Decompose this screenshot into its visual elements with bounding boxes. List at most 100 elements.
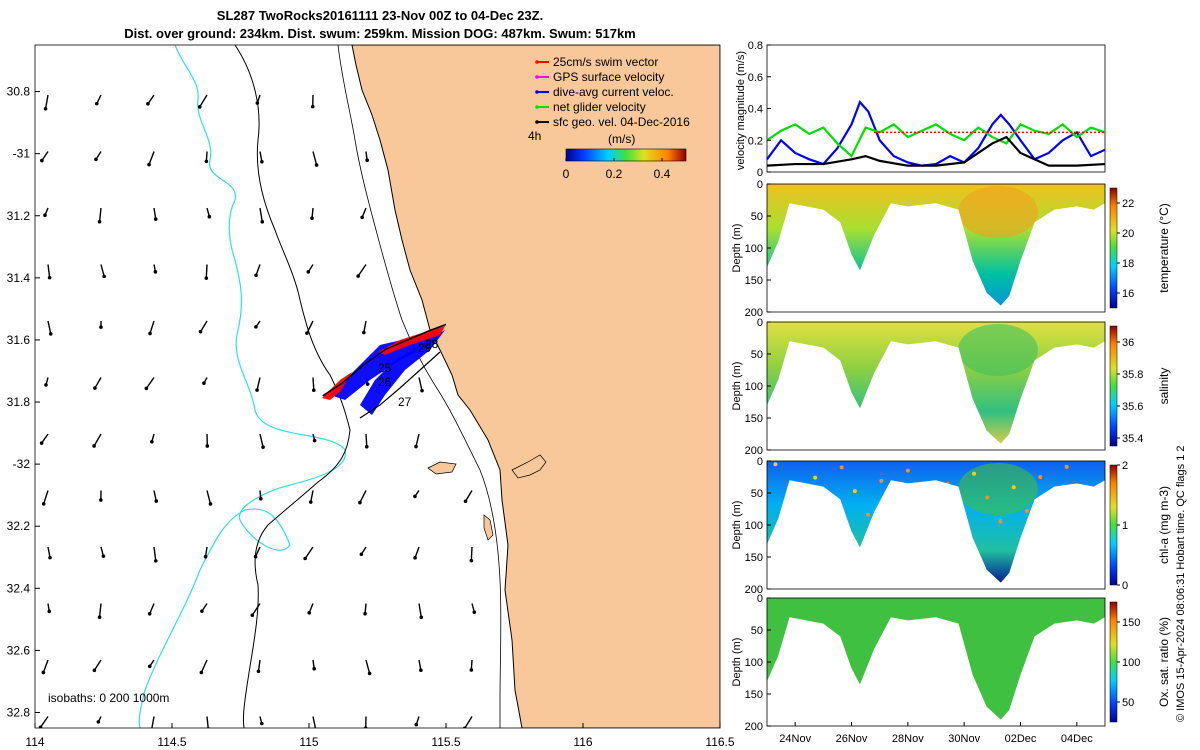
track-vector-cluster	[330, 330, 440, 400]
geo-arrow	[149, 320, 155, 334]
track-vector-cluster	[360, 330, 445, 415]
depth-tick-label: 0	[757, 456, 763, 468]
geo-arrow-head	[469, 558, 474, 563]
geo-arrow-head	[48, 332, 53, 336]
geo-arrow-head	[312, 666, 316, 671]
track-day-label: 25	[378, 361, 392, 375]
colorbar-label: Ox. sat. ratio (%)	[1157, 617, 1171, 707]
colorbar-tick-label: 0.2	[606, 167, 623, 181]
geo-arrow-head	[96, 720, 101, 724]
colorbar-tick-label: 22	[1122, 198, 1134, 210]
geo-arrow	[41, 151, 49, 161]
geo-arrow-head	[199, 670, 204, 675]
map-x-tick-label: 116	[573, 735, 592, 749]
geo-arrow-head	[419, 615, 424, 620]
section-feature	[957, 324, 1038, 376]
geo-arrow-head	[250, 613, 255, 617]
geo-arrow	[251, 603, 261, 616]
geo-arrow-head	[305, 331, 309, 335]
geo-arrow	[312, 377, 315, 391]
map-y-ticks: 30.8 -31 31.2 31.4 31.6 31.8 -32 32.2 32.4 32.6 32…	[7, 85, 40, 719]
geo-arrow	[39, 716, 49, 728]
geo-arrow-head	[43, 213, 47, 218]
section-colorbar	[1109, 187, 1118, 309]
geo-arrow	[93, 659, 102, 671]
speed-colorbar-ticks: 0 0.2 0.4	[563, 158, 671, 181]
depth-tick-label: 50	[751, 211, 763, 223]
colorbar-tick-label: 50	[1122, 697, 1134, 709]
depth-tick-label: 150	[745, 413, 763, 425]
geo-arrow	[363, 320, 367, 333]
geo-arrow-head	[310, 104, 315, 109]
chla-hotspot	[879, 478, 884, 483]
geo-arrow-head	[43, 106, 48, 111]
legend-label: 25cm/s swim vector	[553, 55, 658, 69]
legend-swatch-dot	[535, 90, 539, 94]
depth-tick-label: 0	[757, 179, 763, 191]
plot-title-line2: Dist. over ground: 234km. Dist. swum: 25…	[124, 26, 636, 41]
velocity-series-line	[766, 122, 1106, 158]
colorbar-tick-label: 35.6	[1122, 401, 1143, 413]
colorbar-tick-label: 0	[563, 167, 570, 181]
geo-arrow	[255, 264, 261, 276]
depth-tick-label: 100	[745, 381, 763, 393]
geo-arrow-head	[256, 669, 261, 674]
geo-arrow	[199, 94, 208, 108]
depth-tick-label: 100	[745, 243, 763, 255]
island-peninsula	[511, 454, 547, 479]
geo-arrow-head	[150, 439, 154, 444]
depth-axis-label: Depth (m)	[731, 362, 743, 411]
salinity-section: 0 50 100 150 200 Depth (m) 35.4 35.6 35.8 36 salin…	[731, 317, 1171, 457]
colorbar-units: (m/s)	[608, 132, 635, 146]
geo-arrow	[306, 320, 314, 334]
geo-arrow-head	[94, 157, 98, 162]
geo-arrow-head	[413, 494, 417, 499]
geo-arrow	[98, 207, 102, 222]
velocity-y-tick-label: 0	[757, 167, 763, 179]
section-feature	[957, 186, 1038, 238]
date-tick-label: 26Nov	[836, 733, 868, 745]
colorbar-tick-label: 20	[1122, 228, 1134, 240]
date-tick-label: 24Nov	[779, 733, 811, 745]
geo-arrow-head	[362, 330, 366, 335]
depth-tick-label: 200	[745, 445, 763, 457]
map-frame	[34, 44, 721, 729]
geo-arrow	[365, 433, 368, 447]
geo-arrow-head	[44, 383, 48, 387]
geo-arrow	[47, 320, 52, 335]
depth-tick-label: 200	[745, 721, 763, 733]
geo-arrow-head	[154, 499, 159, 503]
geo-arrow	[42, 659, 49, 673]
depth-tick-label: 0	[757, 593, 763, 605]
geo-arrow-head	[40, 158, 44, 163]
geo-arrow-head	[97, 615, 102, 620]
geo-arrow-head	[93, 386, 97, 390]
geo-arrow-head	[364, 444, 369, 449]
geo-arrow-head	[200, 609, 204, 613]
geo-arrow	[149, 603, 155, 615]
velocity-y-tick-label: 0.8	[748, 40, 763, 52]
geo-arrow-head	[47, 275, 52, 280]
geo-arrow-head	[203, 554, 208, 559]
isobath-shallow	[138, 45, 346, 728]
geo-arrow	[100, 264, 105, 277]
geo-arrow-head	[255, 388, 259, 392]
geo-arrow	[151, 716, 155, 728]
chla-hotspot	[905, 468, 910, 473]
geo-arrow-head	[260, 721, 264, 726]
geo-arrow-head	[92, 444, 96, 448]
geo-arrow-head	[153, 270, 158, 274]
colorbar-tick-label: 2	[1122, 460, 1128, 472]
land-mass	[351, 45, 720, 728]
map-x-tick-label: 114	[25, 735, 44, 749]
isobath-1000m	[234, 45, 351, 728]
velocity-series-line	[766, 100, 1106, 167]
colorbar-label: chl-a (mg m-3)	[1157, 486, 1171, 564]
geo-arrow	[304, 546, 314, 559]
velocity-y-label: velocity magnitude (m/s)	[735, 51, 747, 170]
geo-arrow-head	[153, 217, 158, 221]
geo-arrow-head	[41, 502, 46, 506]
